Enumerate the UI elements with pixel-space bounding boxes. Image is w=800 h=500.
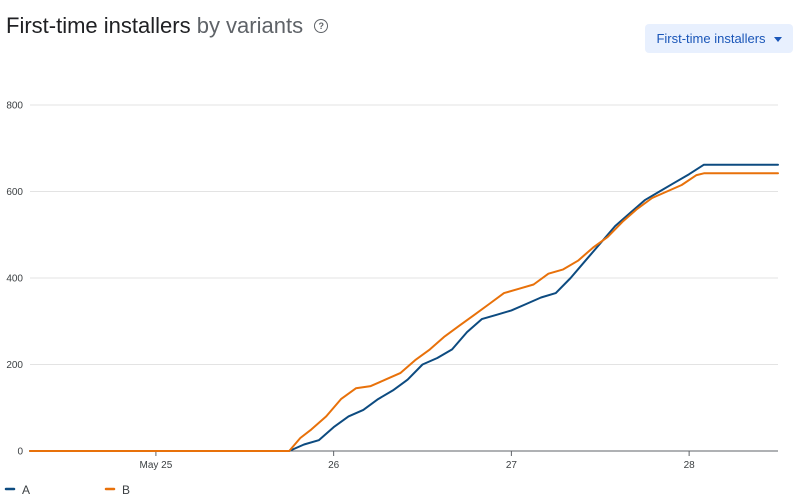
x-axis-ticks: May 25 26 27 28 bbox=[140, 451, 696, 471]
series-line-a[interactable] bbox=[29, 163, 779, 452]
caret-down-icon bbox=[773, 36, 782, 42]
metric-dropdown-button[interactable]: First-time installers bbox=[645, 24, 793, 53]
chart-title-sub: by variants bbox=[196, 13, 304, 38]
chart-title-main: First-time installers bbox=[6, 13, 191, 38]
help-circle-icon[interactable]: ? bbox=[314, 19, 329, 33]
x-tick-label: 28 bbox=[684, 460, 696, 471]
grid-lines bbox=[30, 104, 778, 452]
x-tick-label: 27 bbox=[506, 460, 518, 471]
x-tick-label: 26 bbox=[328, 460, 340, 471]
x-tick-label: May 25 bbox=[140, 460, 173, 471]
y-tick-label: 400 bbox=[6, 274, 23, 285]
series-line-b[interactable] bbox=[29, 172, 779, 452]
y-tick-label: 0 bbox=[17, 447, 23, 458]
chart-header: First-time installers by variants ? Firs… bbox=[0, 0, 800, 60]
y-tick-label: 600 bbox=[6, 187, 23, 198]
y-tick-label: 200 bbox=[6, 360, 23, 371]
chart-title: First-time installers by variants ? bbox=[6, 13, 329, 39]
y-tick-label: 800 bbox=[6, 101, 23, 112]
legend-label-b[interactable]: B bbox=[122, 483, 130, 497]
series-lines bbox=[29, 163, 779, 452]
legend-label-a[interactable]: A bbox=[22, 483, 30, 497]
y-axis-ticks: 0 200 400 600 800 bbox=[6, 101, 23, 458]
metric-dropdown-label: First-time installers bbox=[656, 31, 766, 46]
